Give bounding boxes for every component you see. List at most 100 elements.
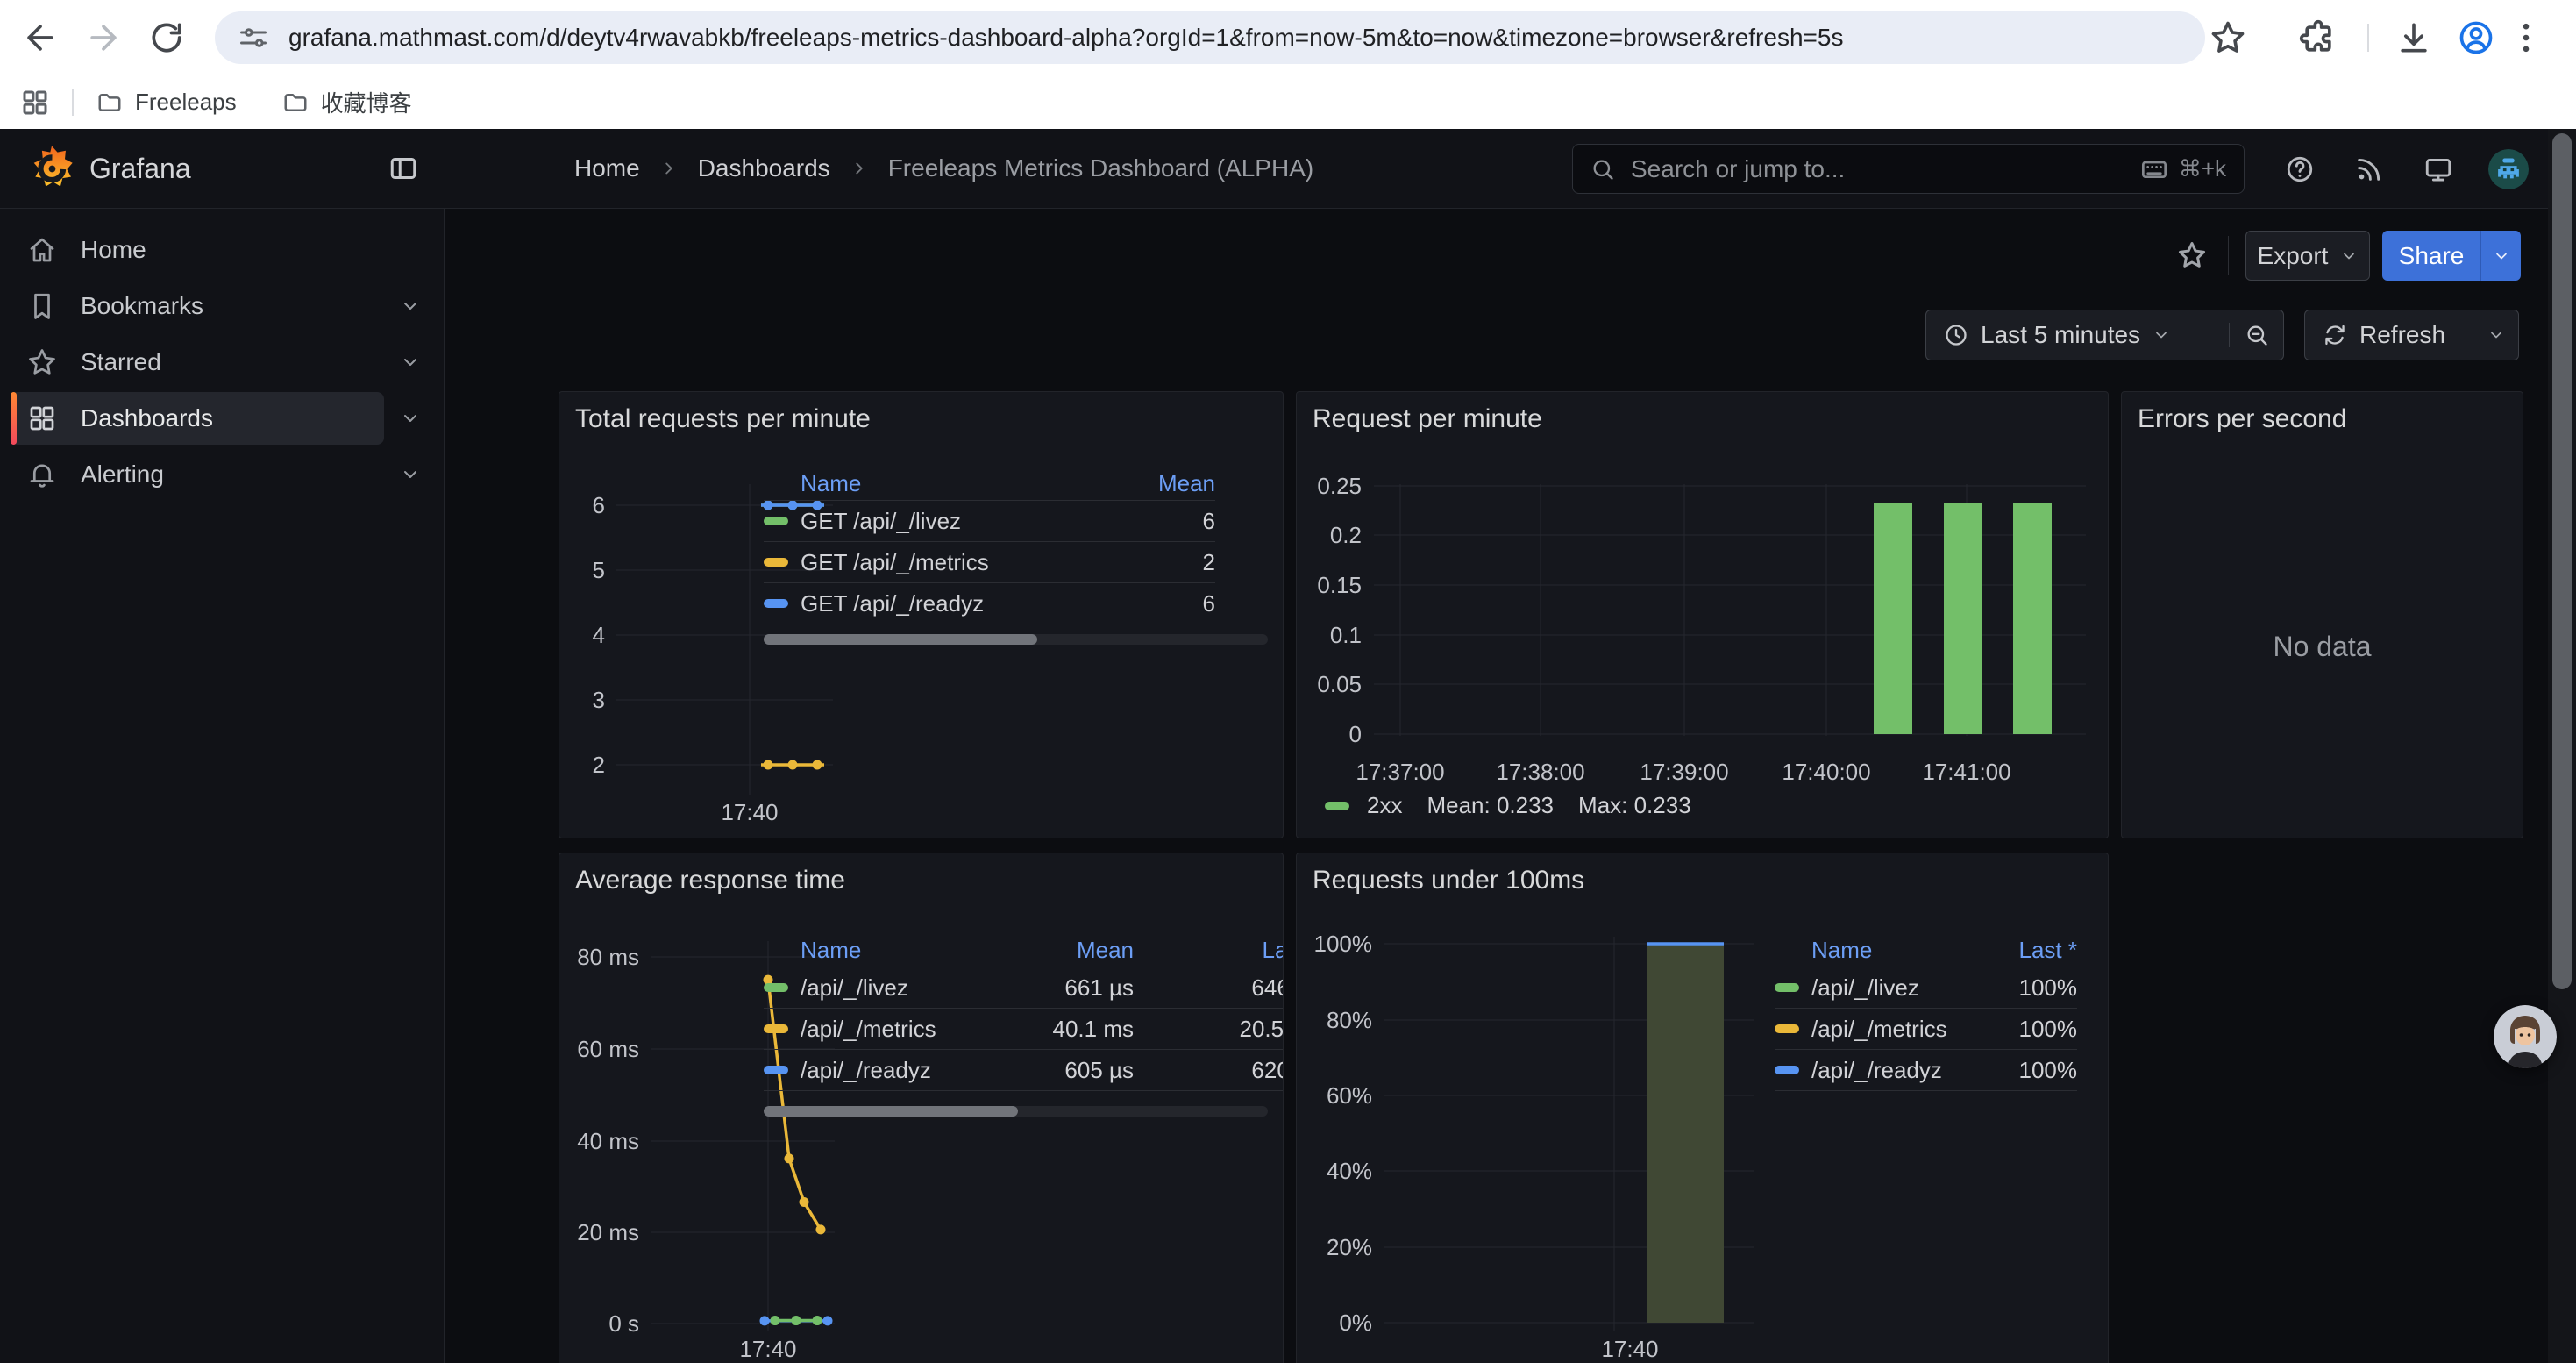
svg-text:17:40: 17:40 <box>721 799 778 825</box>
time-range-picker[interactable]: Last 5 minutes <box>1926 321 2217 349</box>
legend-row: GET /api/_/metrics 2 <box>764 542 1215 583</box>
floating-assistant-avatar[interactable] <box>2494 1005 2557 1068</box>
forward-icon[interactable] <box>84 18 123 57</box>
time-range-label: Last 5 minutes <box>1981 321 2140 349</box>
news-icon[interactable] <box>2354 154 2384 184</box>
sidebar-item-bookmarks[interactable]: Bookmarks <box>0 278 444 334</box>
chevron-right-icon <box>659 159 679 178</box>
legend-header-cell[interactable]: Mean <box>1114 470 1215 497</box>
legend-value: 2 <box>1114 549 1215 576</box>
breadcrumb-dashboards[interactable]: Dashboards <box>698 154 830 182</box>
panel-title[interactable]: Total requests per minute <box>575 404 871 434</box>
legend-value: 100% <box>1985 974 2077 1002</box>
sidebar-item-dashboards[interactable]: Dashboards <box>0 390 444 446</box>
legend-value: 100% <box>1985 1057 2077 1084</box>
share-label[interactable]: Share <box>2382 231 2480 281</box>
legend-value: 661 µs <box>998 974 1134 1002</box>
legend-value: 6 <box>1114 590 1215 617</box>
legend-scrollbar[interactable] <box>764 634 1268 645</box>
svg-text:0: 0 <box>1349 721 1362 747</box>
export-button[interactable]: Export <box>2245 231 2370 281</box>
legend-series-name[interactable]: /api/_/livez <box>1811 974 1919 1002</box>
site-info-icon[interactable] <box>238 22 269 54</box>
legend-series-name[interactable]: 2xx <box>1367 792 1402 819</box>
time-controls: Last 5 minutes <box>1925 310 2284 360</box>
page-scrollbar-thumb[interactable] <box>2552 133 2572 989</box>
zoom-out-button[interactable] <box>2229 323 2283 347</box>
kiosk-mode-icon[interactable] <box>2423 154 2453 184</box>
chevron-right-icon <box>850 159 869 178</box>
panel-title[interactable]: Requests under 100ms <box>1313 866 1584 896</box>
grafana-logo-icon[interactable] <box>26 143 77 194</box>
refresh-button[interactable]: Refresh <box>2305 321 2460 349</box>
chevron-down-icon[interactable] <box>400 464 421 485</box>
legend-series-name[interactable]: GET /api/_/metrics <box>801 549 989 576</box>
share-dropdown[interactable] <box>2480 231 2521 281</box>
chevron-down-icon[interactable] <box>400 296 421 317</box>
panel-title[interactable]: Request per minute <box>1313 404 1542 434</box>
legend-header-cell[interactable]: Last * <box>1134 937 1284 964</box>
legend-series-name[interactable]: /api/_/readyz <box>801 1057 931 1084</box>
share-button[interactable]: Share <box>2382 231 2521 281</box>
sidebar-item-label: Home <box>81 236 146 264</box>
svg-text:0.15: 0.15 <box>1317 572 1362 598</box>
actions-divider <box>2228 236 2229 275</box>
legend-series-name[interactable]: /api/_/readyz <box>1811 1057 1942 1084</box>
bookmark-star-icon[interactable] <box>2209 18 2247 57</box>
series-color-pill <box>764 558 788 567</box>
legend-header-cell[interactable]: Name <box>764 937 998 964</box>
legend-row: /api/_/metrics 100% <box>1775 1009 2077 1050</box>
legend-max: Max: 0.233 <box>1578 792 1691 819</box>
legend-header-cell[interactable]: Name <box>1775 937 1985 964</box>
search-input[interactable]: Search or jump to... ⌘+k <box>1572 144 2245 194</box>
legend-header-cell[interactable]: Name <box>764 470 1114 497</box>
legend-scrollbar[interactable] <box>764 1106 1268 1117</box>
sidebar-item-home[interactable]: Home <box>0 222 444 278</box>
browser-menu-icon[interactable] <box>2507 18 2545 57</box>
refresh-interval-dropdown[interactable] <box>2473 326 2518 344</box>
sidebar-toggle-icon[interactable] <box>388 153 419 184</box>
profile-icon[interactable] <box>2457 18 2495 57</box>
legend-value: 20.5 ms <box>1134 1016 1284 1043</box>
home-icon <box>26 234 58 266</box>
chevron-down-icon[interactable] <box>400 408 421 429</box>
svg-text:4: 4 <box>593 622 605 648</box>
back-icon[interactable] <box>21 18 60 57</box>
legend-series-name[interactable]: /api/_/metrics <box>1811 1016 1947 1043</box>
legend-row: /api/_/livez661 µs646 µs <box>764 967 1284 1009</box>
sidebar-nav: Home Bookmarks Starred Dashboards Alerti… <box>0 222 444 503</box>
browser-toolbar: grafana.mathmast.com/d/deytv4rwavabkb/fr… <box>0 0 2576 75</box>
bookmark-folder-freeleaps[interactable]: Freeleaps <box>96 89 237 116</box>
legend-row: GET /api/_/readyz 6 <box>764 583 1215 624</box>
clock-icon <box>1944 323 1968 347</box>
legend-series-name[interactable]: GET /api/_/readyz <box>801 590 984 617</box>
series-color-pill <box>764 1066 788 1074</box>
help-icon[interactable] <box>2285 154 2315 184</box>
breadcrumb-home[interactable]: Home <box>574 154 640 182</box>
sidebar-item-starred[interactable]: Starred <box>0 334 444 390</box>
legend-series-name[interactable]: GET /api/_/livez <box>801 508 961 535</box>
legend-header-cell[interactable]: Last * <box>1985 937 2077 964</box>
legend-series-name[interactable]: /api/_/metrics <box>801 1016 936 1043</box>
sidebar-item-alerting[interactable]: Alerting <box>0 446 444 503</box>
legend-value: 100% <box>1985 1016 2077 1043</box>
legend-row: /api/_/readyz605 µs620 µs <box>764 1050 1284 1091</box>
svg-text:0.25: 0.25 <box>1317 473 1362 499</box>
legend-series-name[interactable]: /api/_/livez <box>801 974 908 1002</box>
extensions-icon[interactable] <box>2299 18 2338 57</box>
series-color-pill <box>764 599 788 608</box>
chevron-down-icon[interactable] <box>400 352 421 373</box>
breadcrumb: Home Dashboards Freeleaps Metrics Dashbo… <box>574 129 1313 208</box>
address-bar[interactable]: grafana.mathmast.com/d/deytv4rwavabkb/fr… <box>215 11 2205 64</box>
legend-header-cell[interactable]: Mean <box>998 937 1134 964</box>
bookmark-folder-blogs[interactable]: 收藏博客 <box>282 86 412 118</box>
panel-title[interactable]: Average response time <box>575 866 845 896</box>
apps-grid-icon[interactable] <box>19 87 51 118</box>
breadcrumb-current: Freeleaps Metrics Dashboard (ALPHA) <box>888 154 1314 182</box>
panel-title[interactable]: Errors per second <box>2138 404 2346 434</box>
user-avatar[interactable] <box>2488 149 2529 189</box>
favorite-dashboard-icon[interactable] <box>2176 239 2208 271</box>
reload-icon[interactable] <box>147 18 186 57</box>
downloads-icon[interactable] <box>2395 18 2433 57</box>
star-icon <box>26 346 58 378</box>
